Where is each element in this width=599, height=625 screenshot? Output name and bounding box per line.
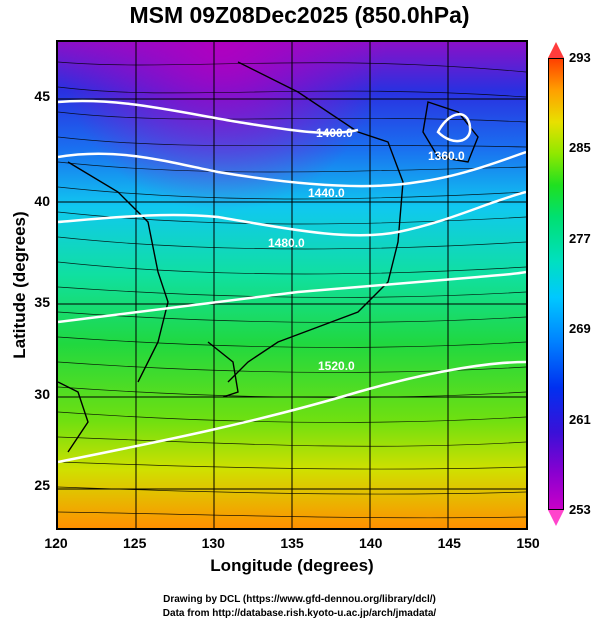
map-canvas: 1400.0 1440.0 1480.0 1360.0 1520.0 [58, 42, 526, 528]
map-plot: 1400.0 1440.0 1480.0 1360.0 1520.0 [56, 40, 528, 530]
y-tick-label: 30 [34, 386, 50, 402]
y-tick-label: 25 [34, 477, 50, 493]
colorbar-tick-label: 261 [569, 412, 591, 427]
contour-label: 1360.0 [428, 149, 465, 163]
contour-label: 1400.0 [316, 126, 353, 140]
credit-data: Data from http://database.rish.kyoto-u.a… [162, 608, 437, 619]
x-tick-label: 130 [201, 535, 225, 551]
credit-drawing: Drawing by DCL (https://www.gfd-dennou.o… [163, 594, 436, 605]
colorbar-tick-label: 285 [569, 140, 591, 155]
contour-label: 1480.0 [268, 236, 305, 250]
x-tick-label: 140 [359, 535, 383, 551]
colorbar-tick-label: 253 [569, 502, 591, 517]
page-title: MSM 09Z08Dec2025 (850.0hPa) [129, 2, 470, 28]
colorbar-min-arrow [548, 510, 564, 526]
contour-label: 1520.0 [318, 359, 355, 373]
colorbar-tick-label: 277 [569, 231, 591, 246]
y-tick-label: 40 [34, 193, 50, 209]
x-tick-label: 120 [44, 535, 68, 551]
x-tick-label: 150 [516, 535, 540, 551]
colorbar-max-arrow [548, 42, 564, 58]
colorbar-tick-label: 293 [569, 50, 591, 65]
temperature-colorbar [548, 58, 564, 510]
y-tick-label: 45 [34, 88, 50, 104]
x-axis-label: Longitude (degrees) [210, 556, 374, 575]
y-axis-label: Latitude (degrees) [10, 211, 29, 359]
x-tick-label: 135 [280, 535, 304, 551]
wind-streamlines [58, 61, 526, 519]
height-contours [58, 99, 526, 464]
contour-label: 1440.0 [308, 186, 345, 200]
colorbar-tick-label: 269 [569, 321, 591, 336]
lat-lon-grid [58, 42, 526, 528]
x-tick-label: 145 [437, 535, 461, 551]
y-tick-label: 35 [34, 294, 50, 310]
x-tick-label: 125 [123, 535, 147, 551]
